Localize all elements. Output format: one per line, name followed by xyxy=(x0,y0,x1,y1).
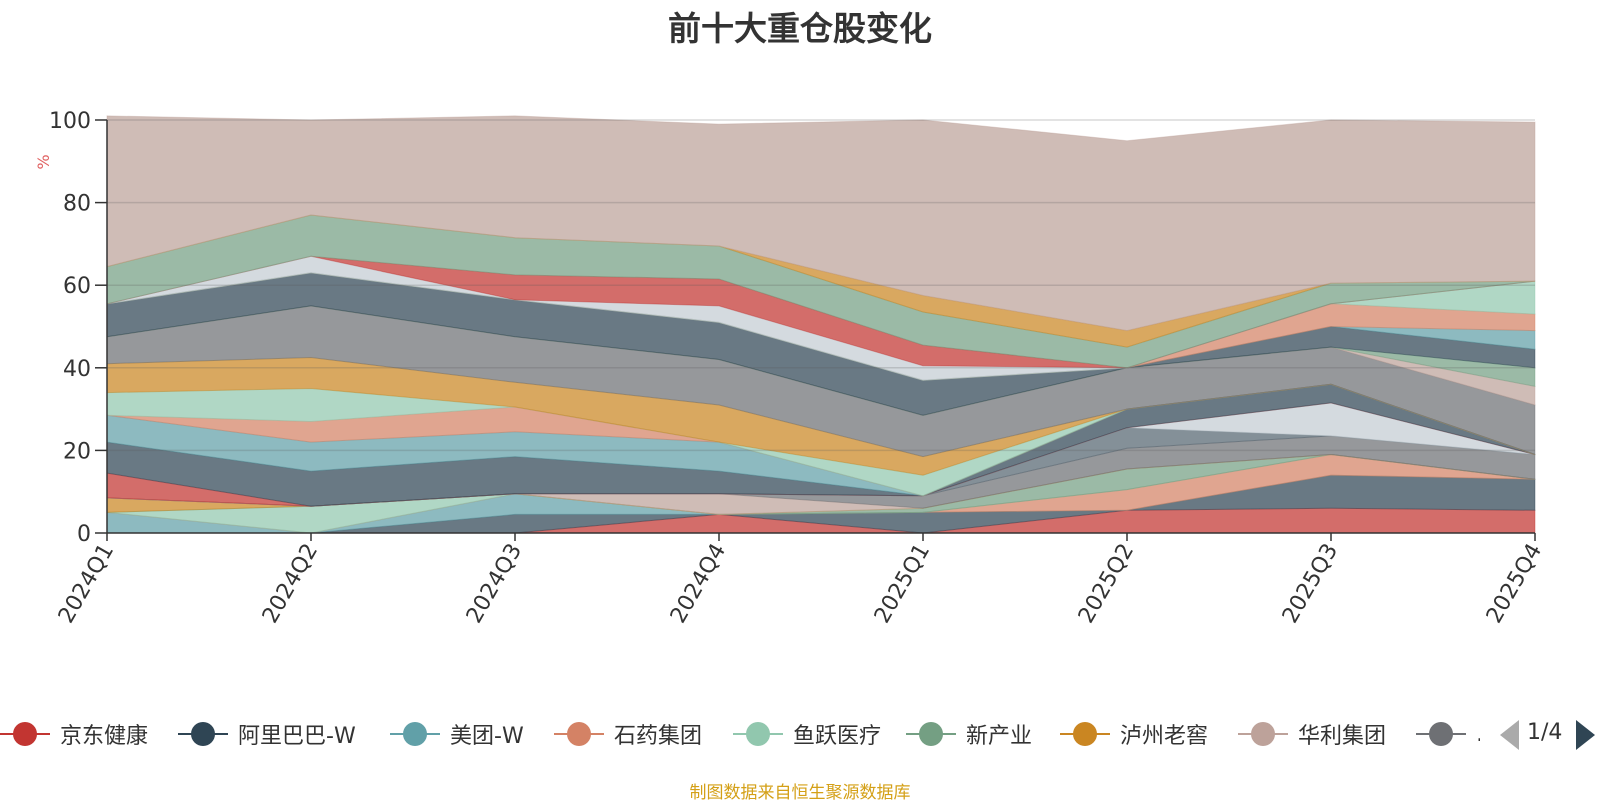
legend-dot-icon xyxy=(919,722,943,746)
legend-dot-icon xyxy=(191,722,215,746)
legend-prev-page-icon[interactable] xyxy=(1500,720,1519,750)
legend-item[interactable]: 阿里巴巴-W xyxy=(178,712,356,756)
legend-item[interactable]: 华利集团 xyxy=(1238,712,1386,756)
area-series-29 xyxy=(106,115,1536,332)
legend-page-indicator: 1/4 xyxy=(1527,720,1563,745)
y-tick-label: 60 xyxy=(63,274,91,299)
legend-dot-icon xyxy=(403,722,427,746)
legend-dot-icon xyxy=(567,722,591,746)
y-tick-label: 80 xyxy=(63,192,91,217)
x-tick-label: 2024Q4 xyxy=(666,540,731,628)
legend-pager: 1/4 xyxy=(1500,716,1600,756)
x-tick-label: 2024Q3 xyxy=(462,540,527,628)
legend-label: 美团-W xyxy=(450,724,524,749)
legend-marker-icon xyxy=(0,722,50,746)
legend-label: 新产业 xyxy=(966,724,1033,749)
legend-marker-icon xyxy=(178,722,228,746)
x-tick-label: 2025Q3 xyxy=(1278,540,1343,628)
chart-title: 前十大重仓股变化 xyxy=(668,9,932,48)
legend-marker-icon xyxy=(554,722,604,746)
x-tick-label: 2024Q2 xyxy=(258,540,323,628)
legend-dot-icon xyxy=(13,722,37,746)
legend-marker-icon xyxy=(733,722,783,746)
legend-item[interactable]: 京东健康 xyxy=(0,712,148,756)
x-tick-label: 2025Q4 xyxy=(1482,540,1547,628)
legend-label: 阿里巴巴-W xyxy=(238,724,356,749)
legend-item[interactable]: 新产业 xyxy=(906,712,1032,756)
legend-item[interactable]: 美团-W xyxy=(390,712,524,756)
legend-marker-icon xyxy=(1060,722,1110,746)
legend-label: 鱼跃医疗 xyxy=(793,724,882,749)
x-tick-label: 2025Q2 xyxy=(1074,540,1139,628)
x-tick-label: 2024Q1 xyxy=(54,540,119,628)
legend-dot-icon xyxy=(746,722,770,746)
legend-item[interactable]: 鱼跃医疗 xyxy=(733,712,881,756)
legend-dot-icon xyxy=(1429,722,1453,746)
legend-label: … xyxy=(1476,722,1480,747)
x-tick-label: 2025Q1 xyxy=(870,540,935,628)
legend-label: 华利集团 xyxy=(1298,724,1387,749)
legend-item[interactable]: 石药集团 xyxy=(554,712,702,756)
y-tick-label: 100 xyxy=(49,109,91,134)
legend-marker-icon xyxy=(1238,722,1288,746)
legend-dot-icon xyxy=(1251,722,1275,746)
legend-marker-icon xyxy=(390,722,440,746)
legend-next-page-icon[interactable] xyxy=(1576,720,1595,750)
legend-item[interactable]: … xyxy=(1416,712,1480,756)
y-axis-unit-label: % xyxy=(34,154,53,169)
legend-dot-icon xyxy=(1073,722,1097,746)
source-note: 制图数据来自恒生聚源数据库 xyxy=(689,783,911,803)
y-tick-label: 0 xyxy=(77,522,91,547)
area-series-27 xyxy=(106,214,1536,369)
legend-item[interactable]: 泸州老窖 xyxy=(1060,712,1208,756)
chart-legend: 京东健康 阿里巴巴-W 美团-W 石药集团 鱼跃医疗 新产业 泸州老窖 华利集团 … xyxy=(0,712,1480,756)
legend-label: 泸州老窖 xyxy=(1120,724,1209,749)
legend-marker-icon xyxy=(906,722,956,746)
y-tick-label: 20 xyxy=(63,439,91,464)
area-series-21 xyxy=(106,272,1536,416)
legend-label: 石药集团 xyxy=(614,724,703,749)
y-tick-label: 40 xyxy=(63,357,91,382)
legend-label: 京东健康 xyxy=(60,724,149,749)
legend-marker-icon xyxy=(1416,722,1466,746)
